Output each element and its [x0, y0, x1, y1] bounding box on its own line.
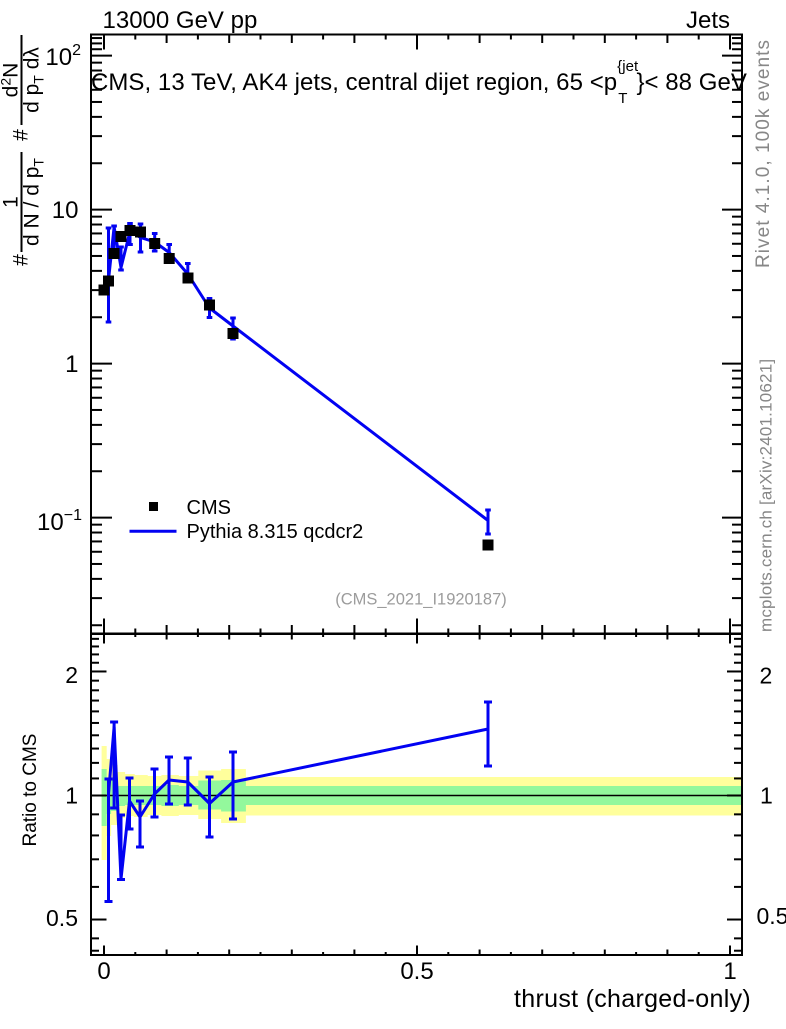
svg-text:0: 0 — [97, 958, 110, 985]
svg-text:#: # — [10, 129, 33, 141]
svg-text:1: 1 — [723, 958, 736, 985]
svg-text:13000 GeV pp: 13000 GeV pp — [103, 7, 258, 34]
svg-text:#: # — [10, 254, 33, 266]
svg-text:10: 10 — [52, 197, 79, 224]
svg-text:1: 1 — [65, 351, 78, 378]
svg-text:2: 2 — [760, 663, 773, 689]
svg-text:0.5: 0.5 — [757, 903, 786, 929]
svg-text:Jets: Jets — [686, 7, 730, 34]
svg-text:(CMS_2021_I1920187): (CMS_2021_I1920187) — [335, 591, 507, 609]
svg-text:1: 1 — [65, 783, 78, 809]
svg-text:CMS: CMS — [187, 497, 231, 519]
svg-text:1: 1 — [760, 783, 773, 809]
svg-text:Rivet 4.1.0, 100k events: Rivet 4.1.0, 100k events — [753, 39, 774, 268]
svg-text:d N / d pT: d N / d pT — [21, 158, 47, 246]
svg-text:Ratio to CMS: Ratio to CMS — [20, 734, 41, 847]
svg-text:Pythia 8.315 qcdcr2: Pythia 8.315 qcdcr2 — [187, 521, 364, 543]
svg-text:mcplots.cern.ch [arXiv:2401.10: mcplots.cern.ch [arXiv:2401.10621] — [757, 359, 776, 632]
svg-text:thrust (charged-only): thrust (charged-only) — [514, 985, 751, 1013]
svg-text:0.5: 0.5 — [400, 958, 433, 985]
svg-text:0.5: 0.5 — [46, 905, 78, 931]
svg-text:2: 2 — [65, 662, 78, 688]
svg-text:1: 1 — [0, 196, 23, 208]
